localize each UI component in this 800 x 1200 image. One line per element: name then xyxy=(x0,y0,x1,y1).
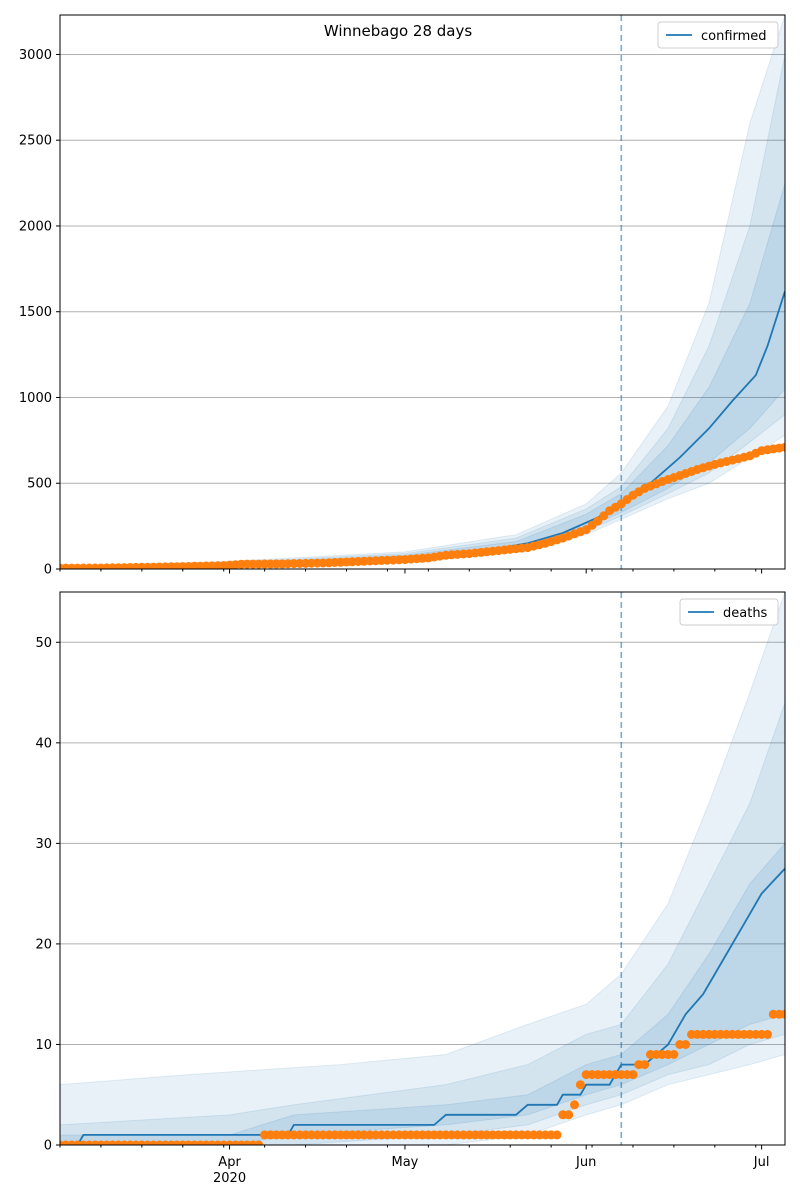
observed-point xyxy=(564,1110,574,1120)
axes-frame xyxy=(59,14,786,570)
observed-point xyxy=(669,1050,679,1059)
y-tick-label: 1000 xyxy=(19,391,52,406)
y-tick-label: 30 xyxy=(35,837,52,852)
observed-point xyxy=(570,1100,579,1110)
y-tick-label: 50 xyxy=(35,636,52,651)
y-tick-label: 40 xyxy=(35,736,52,751)
x-year-label: 2020 xyxy=(213,1171,246,1186)
plot-area xyxy=(60,592,785,1145)
deaths-panel: 0 10 20 30 40 50 Apr May Jun Jul 2020 deaths xyxy=(35,591,786,1186)
y-tick-label: 500 xyxy=(27,477,52,492)
axes-frame xyxy=(59,591,786,1146)
observed-point xyxy=(575,1080,585,1090)
observed-point xyxy=(780,442,785,452)
legend-box xyxy=(657,21,779,49)
observed-point xyxy=(593,516,603,526)
x-tick-label: Jul xyxy=(753,1155,770,1170)
band-outer xyxy=(60,592,785,1145)
y-tick-label: 1500 xyxy=(19,305,52,320)
observed-point xyxy=(628,1070,638,1080)
observed-point xyxy=(763,1029,772,1039)
observed-point xyxy=(681,1040,691,1049)
y-tick-label: 20 xyxy=(35,937,52,952)
x-tick-label: May xyxy=(392,1155,419,1170)
legend-box xyxy=(679,598,779,626)
y-tick-label: 3000 xyxy=(19,48,52,63)
y-tick-label: 2500 xyxy=(19,134,52,149)
observed-point xyxy=(640,1060,650,1070)
band-inner xyxy=(60,182,785,569)
observed-point xyxy=(254,1140,264,1145)
legend-label: confirmed xyxy=(701,29,767,44)
x-tick-label: Jun xyxy=(575,1155,596,1170)
y-tick-label: 0 xyxy=(44,1139,52,1154)
chart-title: Winnebago 28 days xyxy=(324,22,473,40)
observed-point xyxy=(599,511,609,521)
confirmed-panel: 0 500 1000 1500 2000 2500 3000 confirmed xyxy=(19,14,786,578)
band-inner xyxy=(60,842,785,1145)
y-tick-label: 2000 xyxy=(19,219,52,234)
observed-point xyxy=(780,1009,785,1019)
y-tick-label: 10 xyxy=(35,1038,52,1053)
observed-point xyxy=(552,1130,562,1140)
plot-area xyxy=(60,15,785,569)
x-tick-label: Apr xyxy=(218,1155,241,1170)
legend-label: deaths xyxy=(723,606,768,621)
median-line xyxy=(60,867,785,1145)
y-tick-label: 0 xyxy=(44,563,52,578)
